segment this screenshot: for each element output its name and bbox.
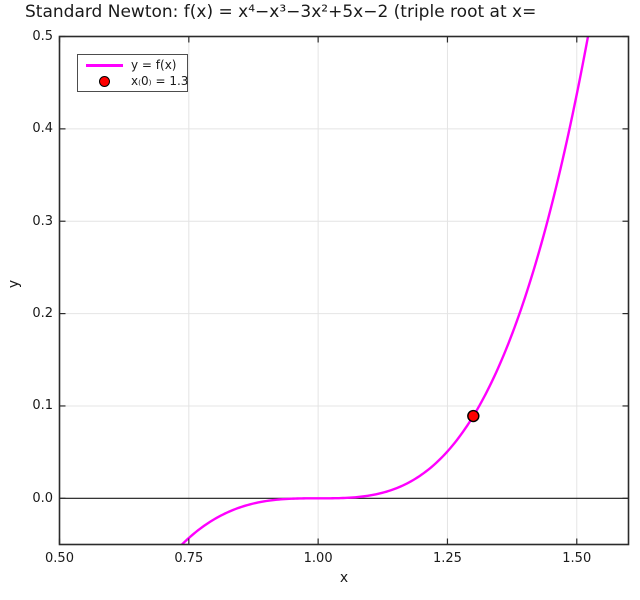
- x-tick-label: 1.50: [562, 551, 592, 566]
- y-tick-label: 0.5: [32, 29, 53, 44]
- y-tick-label: 0.0: [32, 490, 53, 506]
- legend-item-curve: y = f(x): [78, 57, 187, 73]
- y-tick-label: 0.3: [32, 213, 53, 229]
- legend-label-marker: x₍0₎ = 1.3: [131, 74, 189, 88]
- y-tick-label: 0.2: [32, 306, 53, 322]
- y-tick-label: 0.4: [32, 121, 53, 137]
- x-tick-label: 0.50: [45, 551, 74, 566]
- y-tick-label: 0.1: [32, 398, 53, 414]
- legend-dot-swatch-icon: [99, 75, 110, 87]
- y-axis-label: y: [6, 279, 22, 289]
- plot-frame: [58, 35, 630, 546]
- legend-line-swatch-icon: [86, 63, 123, 67]
- x-axis-label: x: [339, 570, 349, 586]
- function-curve: [180, 36, 590, 545]
- legend-box: y = f(x) x₍0₎ = 1.3: [77, 54, 188, 92]
- x-tick-label: 1.00: [303, 551, 333, 566]
- x-tick-label: 0.75: [174, 551, 204, 566]
- legend-item-marker: x₍0₎ = 1.3: [78, 73, 189, 89]
- x-tick-label: 1.25: [432, 551, 462, 566]
- legend-label-curve: y = f(x): [131, 58, 177, 72]
- plot-title: Standard Newton: f(x) = x⁴−x³−3x²+5x−2 (…: [25, 2, 537, 22]
- initial-guess-marker: [467, 409, 480, 423]
